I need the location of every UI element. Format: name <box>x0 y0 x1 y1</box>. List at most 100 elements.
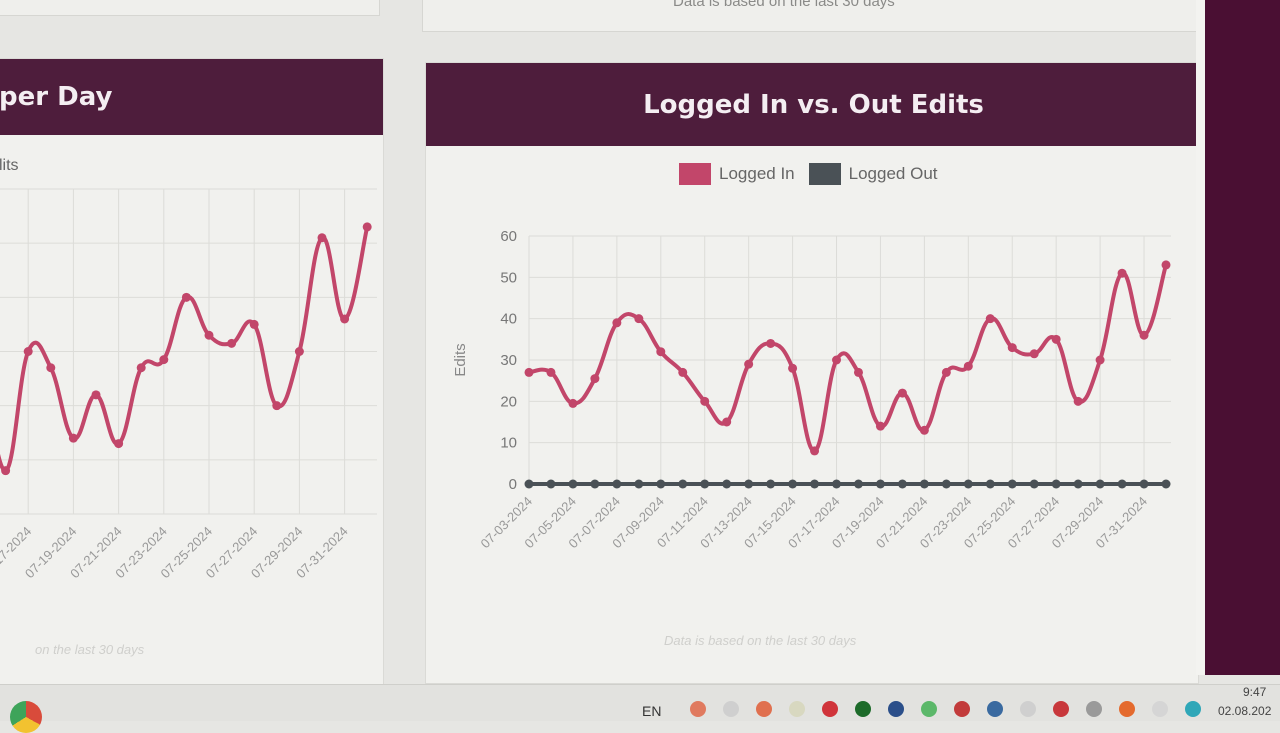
side-bar <box>1205 0 1280 675</box>
logged-in-vs-out-panel: Logged In vs. Out Edits Logged In Logged… <box>425 62 1199 684</box>
data-point <box>941 479 951 489</box>
data-point <box>941 367 951 377</box>
top-card-left <box>0 0 380 16</box>
data-point <box>744 479 754 489</box>
data-point <box>1051 479 1061 489</box>
data-point <box>700 479 710 489</box>
data-point <box>853 479 863 489</box>
volume-icon[interactable] <box>954 701 970 717</box>
data-point <box>568 398 578 408</box>
globe-icon[interactable] <box>987 701 1003 717</box>
data-point <box>524 367 534 377</box>
network-app-icon[interactable] <box>723 701 739 717</box>
panel-footer: on the last 30 days <box>35 642 145 657</box>
data-point <box>249 319 259 329</box>
data-point <box>1007 343 1017 353</box>
data-point <box>832 355 842 365</box>
panel-header: Logged In vs. Out Edits <box>426 63 1198 146</box>
data-point <box>744 359 754 369</box>
data-point <box>1139 479 1149 489</box>
clock-date[interactable]: 02.08.202 <box>1218 704 1272 718</box>
data-point <box>985 314 995 324</box>
data-point <box>68 433 78 443</box>
data-point <box>524 479 534 489</box>
panel-title: Logged In vs. Out Edits <box>643 89 984 120</box>
top-card-footer: Data is based on the last 30 days <box>673 0 895 10</box>
orange-app-icon[interactable] <box>1119 701 1135 717</box>
panel-title: per Day <box>0 82 113 112</box>
logged-in-vs-out-chart: 0102030405060Edits07-03-202407-05-202407… <box>452 228 1171 551</box>
data-point <box>272 401 282 411</box>
top-card-right: Data is based on the last 30 days <box>422 0 1204 32</box>
chat-icon[interactable] <box>921 701 937 717</box>
data-point <box>294 347 304 356</box>
data-point <box>832 479 842 489</box>
data-point <box>340 314 350 324</box>
data-point <box>46 363 56 373</box>
data-point <box>1095 479 1105 489</box>
data-point <box>159 355 169 365</box>
game-controller-icon[interactable] <box>756 701 772 717</box>
data-point <box>1007 479 1017 489</box>
data-point <box>897 479 907 489</box>
clock-time[interactable]: 9:47 <box>1243 685 1267 699</box>
data-point <box>853 367 863 377</box>
data-point <box>656 479 666 489</box>
battery-icon[interactable] <box>1020 701 1036 717</box>
data-point <box>612 318 622 328</box>
data-point <box>788 479 798 489</box>
data-point <box>91 390 101 400</box>
edits-per-day-chart: 07-15-202407-17-202407-19-202407-21-2024… <box>0 188 377 581</box>
data-point <box>546 479 556 489</box>
data-point <box>1117 479 1127 489</box>
data-point <box>919 479 929 489</box>
opera-icon[interactable] <box>822 701 838 717</box>
data-point <box>919 425 929 435</box>
data-point <box>634 314 644 324</box>
data-point <box>634 479 644 489</box>
data-point <box>1073 396 1083 406</box>
data-point <box>875 421 885 431</box>
data-point <box>1 466 11 476</box>
chart-legend: Logged In Logged Out <box>679 163 938 185</box>
data-point <box>204 330 214 340</box>
data-point <box>766 338 776 348</box>
flag-icon[interactable] <box>1152 701 1168 717</box>
y-tick-label: 30 <box>500 352 517 369</box>
notes-icon[interactable] <box>1053 701 1069 717</box>
series-line <box>528 264 1168 453</box>
data-point <box>114 439 124 449</box>
series-line <box>0 226 370 473</box>
y-axis-label: Edits <box>452 343 469 376</box>
language-indicator[interactable]: EN <box>642 703 662 719</box>
legend-label: lits <box>0 157 19 174</box>
data-point <box>810 479 820 489</box>
data-point <box>656 347 666 357</box>
bluetooth-icon[interactable] <box>888 701 904 717</box>
legend-label-logged-out[interactable]: Logged Out <box>848 164 938 183</box>
data-point <box>963 361 973 371</box>
data-point <box>1117 268 1127 278</box>
legend-swatch-logged-in[interactable] <box>679 163 711 185</box>
data-point <box>897 388 907 398</box>
legend-swatch-logged-out[interactable] <box>808 163 841 185</box>
data-point <box>227 338 237 348</box>
data-point <box>590 374 600 384</box>
window-icon[interactable] <box>1086 701 1102 717</box>
data-point <box>875 479 885 489</box>
circle-app-icon[interactable] <box>855 701 871 717</box>
data-point <box>612 479 622 489</box>
legend-label-logged-in[interactable]: Logged In <box>719 164 795 183</box>
data-point <box>590 479 600 489</box>
data-point <box>678 479 688 489</box>
y-tick-label: 40 <box>500 311 517 328</box>
y-tick-label: 20 <box>500 393 517 410</box>
antivirus-icon[interactable] <box>690 701 706 717</box>
taskbar: EN 9:47 02.08.202 <box>0 684 1280 733</box>
data-point <box>963 479 973 489</box>
app-icon[interactable] <box>789 701 805 717</box>
data-point <box>678 367 688 377</box>
data-point <box>1095 355 1105 365</box>
edge-icon[interactable] <box>1185 701 1201 717</box>
chrome-icon[interactable] <box>10 701 42 733</box>
